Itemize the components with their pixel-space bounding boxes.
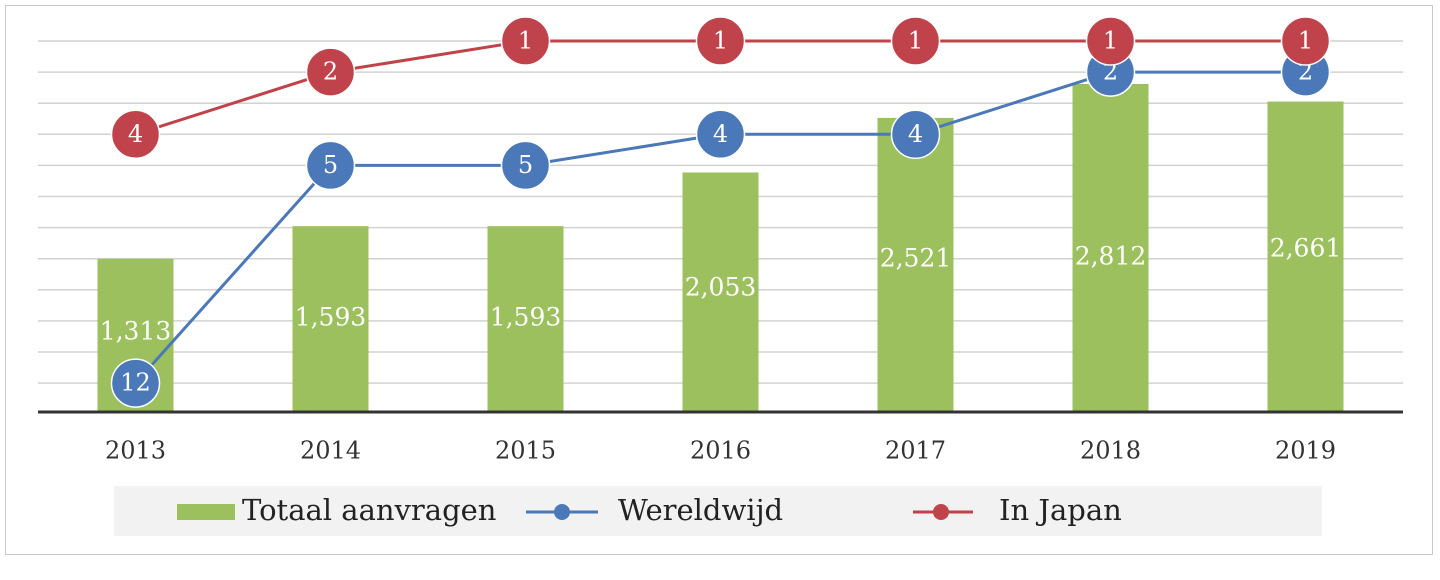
x-tick-label: 2014 (300, 437, 361, 465)
chart-frame: 1,313 1,593 1,593 2,053 2,521 2,812 2,661 12 5 5 4… (5, 5, 1433, 555)
x-tick-label: 2016 (690, 437, 751, 465)
bar (1267, 101, 1344, 413)
in-japan-marker (695, 16, 746, 66)
wereldwijd-marker-label: 5 (518, 151, 533, 179)
x-tick-label: 2013 (105, 437, 166, 465)
in-japan-marker (890, 16, 941, 66)
legend: Totaal aanvragen Wereldwijd In Japan (114, 486, 1322, 536)
bar (487, 226, 564, 412)
wereldwijd-marker (500, 140, 551, 191)
in-japan-marker-label: 1 (713, 27, 728, 55)
wereldwijd-marker-label: 4 (713, 120, 728, 148)
in-japan-marker-label: 4 (128, 120, 143, 148)
bar (877, 117, 954, 412)
in-japan-marker (500, 16, 551, 66)
bar-value-label: 1,593 (490, 303, 562, 332)
x-tick-label: 2015 (495, 437, 556, 465)
wereldwijd-marker-label: 12 (120, 369, 151, 397)
wereldwijd-marker (695, 109, 746, 160)
legend-swatch-wereldwijd-marker (554, 504, 570, 520)
x-tick-label: 2019 (1275, 437, 1336, 465)
in-japan-marker (110, 109, 161, 160)
in-japan-marker-label: 1 (1103, 27, 1118, 55)
wereldwijd-marker (110, 358, 161, 408)
bar-value-label: 2,812 (1075, 242, 1147, 271)
bar (1072, 83, 1149, 412)
wereldwijd-marker (890, 109, 941, 160)
legend-background (114, 486, 1322, 536)
bar-value-label: 2,053 (685, 273, 757, 302)
bar-labels: 1,313 1,593 1,593 2,053 2,521 2,812 2,661 (100, 234, 1342, 346)
wereldwijd-marker-label: 5 (323, 151, 338, 179)
in-japan-marker-label: 1 (518, 27, 533, 55)
x-tick-label: 2018 (1080, 437, 1141, 465)
in-japan-marker-label: 1 (908, 27, 923, 55)
in-japan-marker (1085, 16, 1136, 66)
in-japan-marker (305, 47, 356, 97)
bar-value-label: 2,661 (1270, 234, 1342, 263)
in-japan-marker-label: 2 (323, 58, 338, 86)
x-tick-labels: 2013 2014 2015 2016 2017 2018 2019 (105, 437, 1336, 465)
bar (682, 172, 759, 412)
legend-label-wereldwijd: Wereldwijd (618, 493, 783, 527)
wereldwijd-series: 125 54 42 2 (110, 47, 1331, 408)
legend-label-totaal: Totaal aanvragen (242, 493, 496, 527)
bar-value-label: 1,593 (295, 303, 367, 332)
in-japan-series: 4 2 1 1 1 1 1 (110, 16, 1331, 160)
wereldwijd-marker-label: 4 (908, 120, 923, 148)
wereldwijd-marker (305, 140, 356, 191)
legend-swatch-totaal (177, 504, 235, 520)
bar (292, 226, 369, 412)
legend-swatch-japan-marker (933, 504, 949, 520)
bar-value-label: 1,313 (100, 317, 172, 346)
in-japan-marker (1280, 16, 1331, 66)
x-tick-label: 2017 (885, 437, 946, 465)
in-japan-marker-label: 1 (1298, 27, 1313, 55)
legend-label-japan: In Japan (999, 493, 1122, 527)
bar-value-label: 2,521 (880, 244, 952, 273)
